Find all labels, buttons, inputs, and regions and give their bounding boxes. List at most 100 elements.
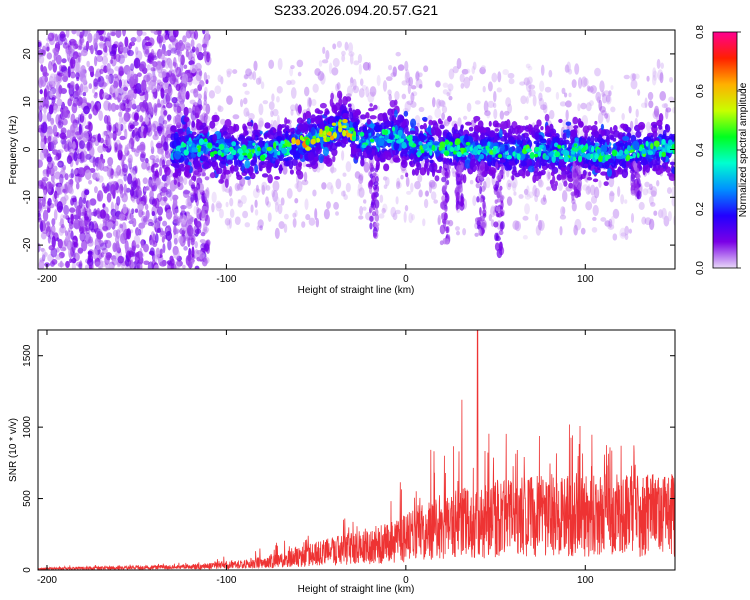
heatmap-cell	[503, 110, 510, 116]
heatmap-cell	[585, 185, 591, 195]
heatmap-cell	[194, 193, 198, 203]
heatmap-cell	[388, 93, 392, 102]
heatmap-cell	[139, 61, 147, 70]
heatmap-cell	[63, 70, 69, 81]
heatmap-cell	[147, 222, 155, 227]
heatmap-cell	[108, 124, 112, 132]
heatmap-cell	[164, 166, 171, 176]
heatmap-cell	[474, 100, 481, 105]
heatmap-cell	[194, 220, 202, 228]
heatmap-cell	[619, 227, 627, 239]
heatmap-cell	[130, 63, 135, 72]
heatmap-cell	[155, 251, 161, 260]
heatmap-cell	[352, 85, 360, 94]
heatmap-cell	[236, 174, 243, 180]
heatmap-cell	[603, 90, 610, 97]
heatmap-cell	[240, 195, 247, 205]
heatmap-cell	[172, 215, 178, 224]
heatmap-cell	[126, 143, 132, 150]
heatmap-cell	[606, 135, 610, 146]
heatmap-cell	[70, 71, 76, 79]
heatmap-cell	[199, 239, 206, 244]
heatmap-cell	[435, 150, 441, 157]
heatmap-cell	[48, 245, 55, 251]
heatmap-cell	[82, 44, 88, 49]
heatmap-cell	[559, 226, 563, 236]
heatmap-cell	[77, 45, 83, 51]
heatmap-cell	[624, 233, 629, 241]
heatmap-cell	[369, 138, 375, 142]
heatmap-cell	[56, 149, 64, 154]
heatmap-cell	[601, 92, 605, 98]
heatmap-cell	[336, 90, 343, 99]
heatmap-cell	[156, 125, 163, 132]
heatmap-cell	[592, 178, 599, 183]
heatmap-cell	[151, 210, 156, 217]
heatmap-cell	[194, 104, 201, 117]
heatmap-cell	[488, 154, 493, 162]
heatmap-cell	[155, 158, 160, 163]
heatmap-cell	[71, 102, 78, 114]
heatmap-cell	[512, 220, 520, 231]
heatmap-cell	[84, 264, 89, 269]
heatmap-cell	[185, 237, 189, 242]
heatmap-cell	[349, 76, 354, 88]
heatmap-cell	[446, 92, 450, 97]
heatmap-cell	[128, 154, 133, 165]
heatmap-cell	[65, 49, 71, 57]
heatmap-cell	[345, 93, 352, 98]
heatmap-cell	[159, 261, 167, 267]
heatmap-cell	[228, 217, 232, 229]
heatmap-cell	[93, 93, 98, 99]
heatmap-cell	[144, 41, 152, 47]
heatmap-cell	[69, 187, 74, 195]
heatmap-cell	[155, 154, 160, 162]
heatmap-cell	[666, 187, 672, 195]
heatmap-cell	[143, 243, 149, 253]
heatmap-cell	[652, 70, 658, 81]
heatmap-cell	[166, 169, 174, 178]
heatmap-cell	[481, 138, 487, 146]
heatmap-cell	[199, 70, 203, 77]
heatmap-cell	[410, 92, 415, 103]
heatmap-cell	[297, 161, 303, 168]
heatmap-cell	[427, 124, 432, 135]
heatmap-cell	[51, 218, 56, 226]
heatmap-cell	[461, 68, 469, 75]
heatmap-cell	[406, 100, 414, 106]
heatmap-cell	[56, 201, 64, 213]
heatmap-cell	[652, 124, 657, 129]
heatmap-cell	[78, 38, 82, 50]
heatmap-cell	[135, 244, 140, 249]
heatmap-cell	[652, 167, 658, 172]
heatmap-cell	[357, 53, 363, 64]
heatmap-cell	[280, 124, 287, 128]
heatmap-cell	[429, 159, 434, 164]
heatmap-cell	[155, 168, 159, 180]
heatmap-cell	[290, 104, 296, 112]
heatmap-cell	[162, 141, 169, 151]
heatmap-cell	[64, 173, 69, 181]
heatmap-cell	[526, 76, 533, 85]
heatmap-cell	[245, 136, 252, 141]
heatmap-cell	[266, 146, 272, 152]
heatmap-cell	[272, 180, 280, 192]
heatmap-cell	[90, 44, 94, 55]
heatmap-cell	[169, 73, 176, 85]
heatmap-cell	[617, 186, 621, 197]
heatmap-cell	[549, 151, 554, 156]
heatmap-cell	[96, 55, 104, 63]
heatmap-cell	[610, 106, 616, 113]
heatmap-cell	[590, 85, 597, 94]
heatmap-cell	[297, 104, 302, 114]
heatmap-cell	[542, 194, 547, 202]
heatmap-cell	[194, 228, 202, 234]
heatmap-cell	[156, 227, 162, 234]
heatmap-cell	[262, 100, 269, 105]
heatmap-cell	[384, 120, 392, 128]
heatmap-cell	[326, 207, 330, 220]
heatmap-cell	[42, 66, 48, 77]
heatmap-cell	[534, 146, 539, 152]
heatmap-cell	[237, 200, 243, 208]
heatmap-cell	[539, 138, 547, 144]
